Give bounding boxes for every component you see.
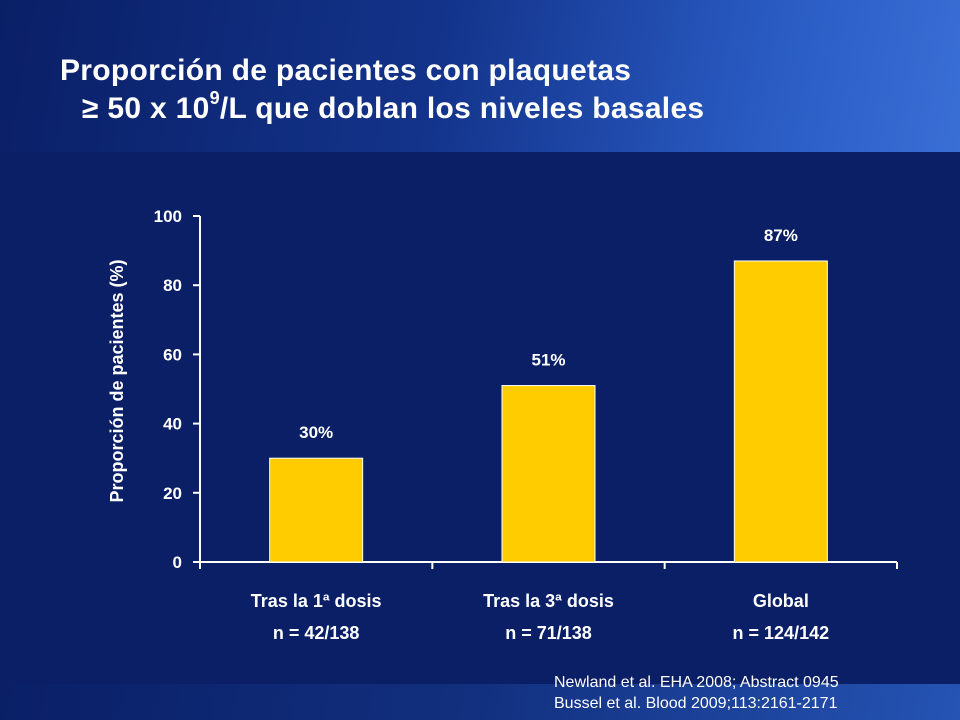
- y-tick-label: 20: [163, 484, 182, 503]
- data-label-3: 87%: [764, 226, 798, 245]
- title-line-2-post: /L que doblan los niveles basales: [219, 92, 705, 125]
- slide-title: Proporción de pacientes con plaquetas ≥ …: [60, 52, 940, 128]
- category-label-1: Tras la 1ª dosis: [251, 591, 382, 611]
- data-label-1: 30%: [299, 423, 333, 442]
- category-n-label-3: n = 124/142: [733, 623, 830, 643]
- references: Newland et al. EHA 2008; Abstract 0945 B…: [554, 672, 839, 714]
- title-exponent: 9: [209, 88, 220, 108]
- title-line-2: ≥ 50 x 109/L que doblan los niveles basa…: [60, 88, 940, 128]
- reference-2: Bussel et al. Blood 2009;113:2161-2171: [554, 695, 838, 712]
- reference-1: Newland et al. EHA 2008; Abstract 0945: [554, 674, 839, 691]
- data-label-2: 51%: [531, 351, 565, 370]
- bar-1: [269, 457, 364, 563]
- y-tick-label: 40: [163, 415, 182, 434]
- category-n-label-1: n = 42/138: [273, 623, 360, 643]
- category-label-3: Global: [753, 591, 809, 611]
- title-line-2-pre: ≥ 50 x 10: [82, 92, 210, 125]
- y-tick-label: 0: [173, 553, 182, 572]
- title-line-1: Proporción de pacientes con plaquetas: [60, 54, 632, 87]
- y-tick-label: 80: [163, 276, 182, 295]
- footer-band: [0, 684, 960, 720]
- bar-3: [733, 260, 828, 563]
- bar-2: [501, 385, 596, 563]
- y-axis-title: Proporción de pacientes (%): [107, 259, 127, 502]
- y-tick-label: 100: [154, 207, 182, 226]
- category-label-2: Tras la 3ª dosis: [483, 591, 614, 611]
- category-n-label-2: n = 71/138: [505, 623, 592, 643]
- y-tick-label: 60: [163, 345, 182, 364]
- header-band: [0, 0, 960, 152]
